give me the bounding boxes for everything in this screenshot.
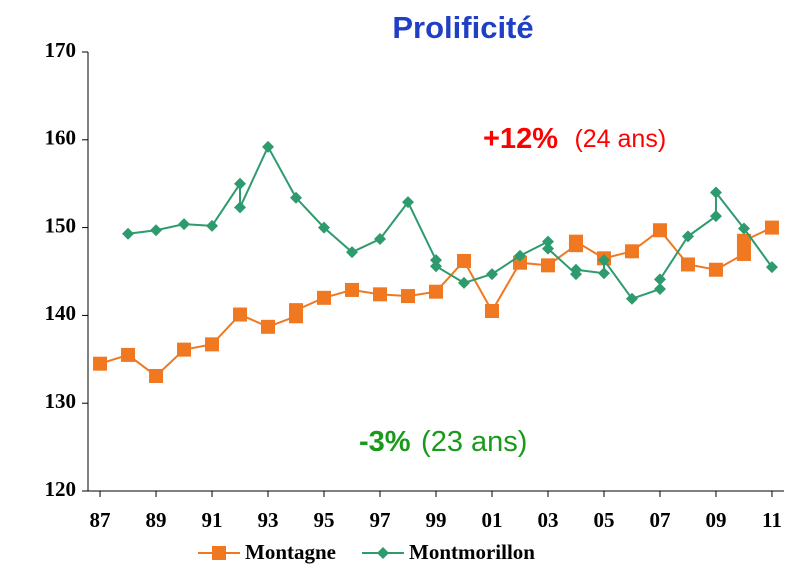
marker xyxy=(317,290,332,305)
marker xyxy=(346,246,359,259)
y-tick-label: 130 xyxy=(45,389,77,413)
x-tick-label: 97 xyxy=(370,508,391,532)
marker xyxy=(765,261,778,274)
marker xyxy=(681,230,694,243)
legend-label: Montagne xyxy=(245,540,336,564)
marker xyxy=(708,262,723,277)
marker xyxy=(512,255,527,270)
marker xyxy=(457,276,470,289)
x-tick-label: 09 xyxy=(705,508,726,532)
marker xyxy=(624,244,639,259)
marker xyxy=(764,220,779,235)
x-tick-label: 93 xyxy=(258,508,279,532)
marker xyxy=(597,267,610,280)
marker xyxy=(150,224,163,237)
marker xyxy=(541,242,554,255)
marker xyxy=(737,222,750,235)
marker xyxy=(289,303,304,318)
marker xyxy=(485,268,498,281)
marker xyxy=(709,186,722,199)
marker xyxy=(568,234,583,249)
marker xyxy=(456,253,471,268)
annotation-bold: -3% xyxy=(359,426,411,458)
marker xyxy=(261,319,276,334)
marker xyxy=(736,233,751,248)
marker xyxy=(178,218,191,231)
x-tick-label: 05 xyxy=(593,508,614,532)
marker xyxy=(709,210,722,223)
annotation: -3% (23 ans) xyxy=(359,426,527,458)
marker xyxy=(121,347,136,362)
marker xyxy=(653,273,666,286)
x-tick-label: 01 xyxy=(481,508,502,532)
y-tick-label: 160 xyxy=(45,126,77,150)
marker xyxy=(318,221,331,234)
marker xyxy=(429,284,443,299)
marker xyxy=(401,289,416,304)
marker xyxy=(540,258,555,273)
marker xyxy=(541,235,554,248)
marker xyxy=(93,356,108,371)
x-tick-label: 03 xyxy=(537,508,558,532)
y-tick-label: 170 xyxy=(45,38,77,62)
legend-marker xyxy=(212,546,226,560)
marker xyxy=(233,307,248,322)
series-line xyxy=(99,226,773,378)
marker xyxy=(205,337,220,352)
marker xyxy=(234,177,247,190)
x-tick-label: 87 xyxy=(90,508,111,532)
marker xyxy=(484,304,499,319)
marker xyxy=(402,196,415,209)
annotation-text: (23 ans) xyxy=(421,426,527,458)
marker xyxy=(374,233,387,246)
annotation-text: (24 ans) xyxy=(574,125,666,153)
y-tick-label: 140 xyxy=(45,301,77,325)
marker xyxy=(149,368,164,383)
marker xyxy=(373,287,388,302)
x-tick-label: 95 xyxy=(314,508,335,532)
marker xyxy=(569,263,582,276)
marker xyxy=(290,191,303,204)
x-tick-label: 11 xyxy=(762,508,782,532)
x-tick-label: 07 xyxy=(649,508,670,532)
legend-label: Montmorillon xyxy=(409,540,535,564)
x-tick-label: 99 xyxy=(426,508,447,532)
marker xyxy=(430,260,442,273)
chart-title: Prolificité xyxy=(392,10,533,45)
marker xyxy=(430,254,442,267)
marker xyxy=(680,257,695,272)
marker xyxy=(345,282,360,297)
marker xyxy=(597,254,610,267)
annotation-bold: +12% xyxy=(483,123,558,155)
y-tick-label: 120 xyxy=(45,477,77,501)
marker xyxy=(625,292,638,305)
marker xyxy=(262,140,275,153)
legend-marker xyxy=(377,547,389,559)
marker xyxy=(513,249,526,262)
y-tick-label: 150 xyxy=(45,213,77,237)
marker xyxy=(653,283,666,296)
annotation: +12% (24 ans) xyxy=(483,123,666,155)
marker xyxy=(177,342,192,357)
marker xyxy=(234,201,247,214)
marker xyxy=(736,246,751,261)
x-tick-label: 91 xyxy=(202,508,223,532)
x-tick-label: 89 xyxy=(146,508,167,532)
marker xyxy=(122,227,135,240)
marker xyxy=(652,223,667,238)
marker xyxy=(206,219,219,232)
